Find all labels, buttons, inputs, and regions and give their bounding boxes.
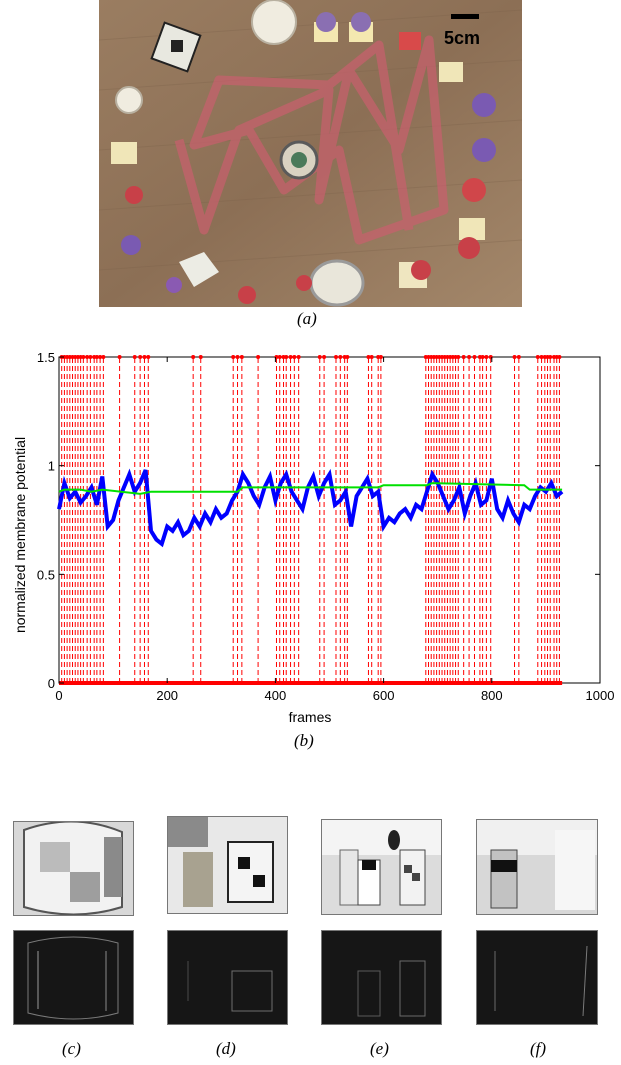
spike-marker bbox=[231, 355, 236, 359]
spike-marker bbox=[256, 355, 261, 359]
series-line-potential bbox=[57, 468, 564, 548]
arena-photo: 5cm bbox=[99, 0, 522, 307]
spike-marker bbox=[461, 355, 466, 359]
spike-marker bbox=[557, 355, 562, 359]
spike-marker bbox=[146, 355, 151, 359]
spike-marker bbox=[512, 355, 517, 359]
spike-marker bbox=[94, 355, 99, 359]
spike-marker bbox=[81, 355, 86, 359]
spike-marker bbox=[101, 355, 106, 359]
arena-objects bbox=[111, 0, 496, 307]
scale-bar bbox=[451, 14, 479, 19]
spike-marker bbox=[292, 355, 297, 359]
spike-marker bbox=[516, 355, 521, 359]
spike-marker bbox=[191, 355, 196, 359]
spike-marker bbox=[535, 355, 540, 359]
y-tick-label: 1.5 bbox=[37, 350, 55, 365]
spike-marker bbox=[138, 355, 143, 359]
y-tick-label: 0.5 bbox=[37, 567, 55, 582]
spike-marker bbox=[235, 355, 240, 359]
thumbnail-e-camera bbox=[321, 819, 442, 915]
thumbnail-d-camera bbox=[167, 816, 288, 914]
x-tick-label: 800 bbox=[481, 688, 503, 703]
spike-marker bbox=[117, 355, 122, 359]
spike-marker bbox=[284, 355, 289, 359]
arena-illustration bbox=[99, 0, 522, 307]
scale-label: 5cm bbox=[444, 28, 481, 48]
membrane-potential-chart: 0 200 400 600 800 1000 0 0.5 1 1.5 frames normali… bbox=[12, 350, 615, 725]
x-tick-label: 1000 bbox=[586, 688, 615, 703]
spike-marker bbox=[296, 355, 301, 359]
y-tick-label: 1 bbox=[48, 459, 55, 474]
series-line-threshold bbox=[58, 482, 563, 495]
thumbnail-d-edges bbox=[167, 930, 288, 1025]
x-tick-label: 600 bbox=[373, 688, 395, 703]
spike-marker bbox=[317, 355, 322, 359]
spike-marker bbox=[345, 355, 350, 359]
thumbnail-e-edges bbox=[321, 930, 442, 1025]
spike-marker bbox=[338, 355, 343, 359]
spike-marker bbox=[198, 355, 203, 359]
robot-trajectory bbox=[174, 35, 449, 245]
spike-marker bbox=[366, 355, 371, 359]
x-axis-label: frames bbox=[289, 709, 332, 725]
y-tick-label: 0 bbox=[48, 676, 55, 691]
spike-marker bbox=[277, 355, 282, 359]
spike-marker bbox=[239, 355, 244, 359]
thumbnail-c-edges bbox=[13, 930, 134, 1025]
caption-b: (b) bbox=[294, 731, 314, 750]
caption-d: (d) bbox=[216, 1039, 236, 1058]
spike-marker bbox=[132, 355, 137, 359]
spike-marker bbox=[472, 355, 477, 359]
x-tick-label: 400 bbox=[265, 688, 287, 703]
spike-marker bbox=[480, 355, 485, 359]
spike-marker bbox=[484, 355, 489, 359]
thumbnail-f-camera bbox=[476, 819, 598, 915]
spike-marker bbox=[288, 355, 293, 359]
thumbnail-c-camera bbox=[13, 821, 134, 916]
caption-a: (a) bbox=[297, 309, 317, 328]
spike-marker bbox=[85, 355, 90, 359]
spike-marker bbox=[98, 355, 103, 359]
x-tick-label: 200 bbox=[156, 688, 178, 703]
spike-marker bbox=[539, 355, 544, 359]
caption-f: (f) bbox=[530, 1039, 547, 1058]
y-axis-label: normalized membrane potential bbox=[12, 437, 28, 633]
spike-marker bbox=[548, 355, 553, 359]
spike-marker bbox=[142, 355, 147, 359]
spike-marker bbox=[467, 355, 472, 359]
x-tick-label: 0 bbox=[55, 688, 62, 703]
caption-e: (e) bbox=[370, 1039, 389, 1058]
thumbnail-f-edges bbox=[476, 930, 598, 1025]
spike-marker bbox=[333, 355, 338, 359]
spike-marker bbox=[322, 355, 327, 359]
spike-marker bbox=[378, 355, 383, 359]
spike-marker bbox=[88, 355, 93, 359]
spike-marker bbox=[456, 355, 461, 359]
caption-c: (c) bbox=[62, 1039, 81, 1058]
spike-marker bbox=[369, 355, 374, 359]
